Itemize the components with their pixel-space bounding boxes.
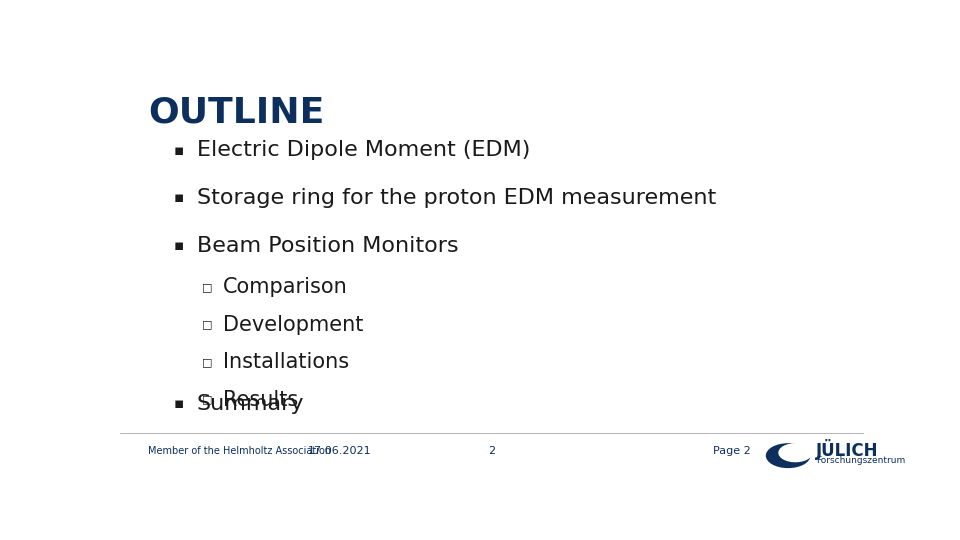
Text: Results: Results — [223, 389, 298, 409]
Text: ▪: ▪ — [174, 238, 184, 253]
Circle shape — [779, 443, 812, 462]
Text: Member of the Helmholtz Association: Member of the Helmholtz Association — [148, 446, 331, 456]
Text: ▪: ▪ — [174, 191, 184, 205]
Text: Page 2: Page 2 — [713, 446, 751, 456]
Text: Forschungszentrum: Forschungszentrum — [816, 456, 905, 465]
Text: 17.06.2021: 17.06.2021 — [307, 446, 372, 456]
Text: ▪: ▪ — [174, 143, 184, 158]
Text: ▪: ▪ — [174, 396, 184, 411]
Text: □: □ — [202, 357, 212, 367]
Text: Storage ring for the proton EDM measurement: Storage ring for the proton EDM measurem… — [197, 188, 716, 208]
Text: □: □ — [202, 395, 212, 404]
Text: □: □ — [202, 320, 212, 330]
Circle shape — [766, 443, 810, 468]
Text: Installations: Installations — [223, 352, 348, 372]
Text: Comparison: Comparison — [223, 277, 348, 297]
Text: OUTLINE: OUTLINE — [148, 96, 324, 130]
Text: Electric Dipole Moment (EDM): Electric Dipole Moment (EDM) — [197, 140, 530, 160]
Text: JÜLICH: JÜLICH — [816, 439, 879, 460]
Text: □: □ — [202, 282, 212, 292]
Text: Summary: Summary — [197, 394, 304, 414]
Text: Development: Development — [223, 315, 363, 335]
Text: 2: 2 — [489, 446, 495, 456]
Text: Beam Position Monitors: Beam Position Monitors — [197, 235, 458, 255]
